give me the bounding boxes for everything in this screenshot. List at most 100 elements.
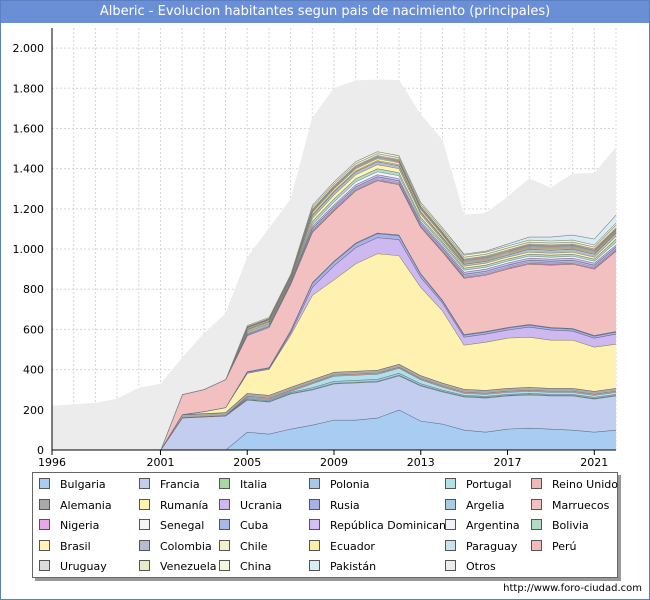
legend-item: Senegal (139, 516, 204, 536)
legend-label: Nigeria (60, 519, 100, 532)
y-tick-label: 1.600 (13, 122, 45, 135)
legend-label: Rumanía (160, 498, 209, 512)
legend-item: Perú (531, 537, 577, 557)
legend-item: Portugal (445, 475, 512, 495)
legend-label: Pakistán (330, 560, 377, 573)
x-tick-label: 2013 (407, 456, 435, 469)
y-tick-label: 600 (23, 323, 44, 336)
legend-swatch (309, 498, 320, 510)
x-tick-label: 2005 (233, 456, 261, 469)
legend-swatch (219, 539, 230, 551)
legend-swatch (39, 478, 50, 489)
legend-swatch (39, 498, 50, 510)
footer-url: http://www.foro-ciudad.com (503, 583, 642, 594)
legend-swatch (445, 519, 456, 530)
legend-swatch (219, 519, 230, 530)
legend-label: Otros (466, 560, 496, 573)
legend-swatch (445, 498, 456, 510)
chart-legend: Bulgaria Francia Italia Polonia Portugal Rein… (32, 472, 618, 578)
legend-label: China (240, 560, 272, 573)
legend-swatch (445, 478, 456, 489)
legend-swatch (309, 478, 320, 489)
legend-item: Nigeria (39, 516, 99, 536)
y-tick-label: 1.400 (13, 163, 45, 176)
legend-label: Cuba (240, 519, 269, 532)
legend-label: Venezuela (160, 560, 217, 573)
chart-title: Alberic - Evolucion habitantes segun pai… (1, 1, 649, 23)
legend-label: Portugal (466, 478, 512, 491)
legend-item: Brasil (39, 537, 91, 557)
legend-swatch (531, 498, 542, 510)
legend-label: Ecuador (330, 539, 375, 553)
legend-item: República Dominicana (309, 516, 453, 536)
legend-label: Ucrania (240, 498, 283, 512)
legend-swatch (39, 560, 50, 571)
area-series-11 (52, 180, 616, 450)
legend-item: Bulgaria (39, 475, 106, 495)
y-tick-label: 1.000 (13, 243, 45, 256)
legend-item: Marruecos (531, 496, 609, 516)
legend-item: Uruguay (39, 557, 107, 577)
legend-swatch (531, 478, 542, 489)
legend-item: Argelia (445, 496, 504, 516)
legend-swatch (139, 498, 150, 510)
legend-swatch (531, 519, 542, 530)
area-series-28 (52, 79, 616, 450)
legend-item: Chile (219, 537, 268, 557)
x-tick-label: 2021 (580, 456, 608, 469)
legend-label: Senegal (160, 519, 205, 532)
legend-label: Reino Unido (552, 478, 618, 491)
legend-item: Colombia (139, 537, 212, 557)
legend-label: Uruguay (60, 560, 107, 573)
legend-label: Italia (240, 478, 268, 491)
legend-swatch (445, 560, 456, 571)
legend-label: Brasil (60, 539, 91, 553)
legend-label: Perú (552, 539, 577, 553)
legend-swatch (39, 539, 50, 551)
legend-item: Venezuela (139, 557, 217, 577)
legend-item: Rusia (309, 496, 360, 516)
legend-swatch (309, 519, 320, 530)
y-tick-label: 1.800 (13, 82, 45, 95)
legend-swatch (139, 478, 150, 489)
y-tick-label: 800 (23, 283, 44, 296)
legend-item: China (219, 557, 271, 577)
legend-swatch (139, 539, 150, 551)
legend-item: Polonia (309, 475, 370, 495)
legend-label: Polonia (330, 478, 370, 491)
legend-label: Bulgaria (60, 478, 106, 491)
legend-item: Francia (139, 475, 200, 495)
legend-label: Paraguay (466, 539, 518, 553)
legend-swatch (309, 560, 320, 571)
legend-item: Rumanía (139, 496, 208, 516)
x-tick-label: 2017 (494, 456, 522, 469)
y-tick-label: 1.200 (13, 203, 45, 216)
x-tick-label: 1996 (38, 456, 66, 469)
legend-item: Alemania (39, 496, 112, 516)
y-tick-label: 0 (37, 444, 44, 457)
area-series-1 (52, 375, 616, 450)
y-tick-label: 2.000 (13, 42, 45, 55)
legend-swatch (445, 539, 456, 551)
legend-swatch (531, 539, 542, 551)
legend-label: Alemania (60, 498, 112, 512)
legend-swatch (219, 498, 230, 510)
legend-label: Marruecos (552, 498, 610, 512)
legend-label: Rusia (330, 498, 360, 512)
legend-item: Pakistán (309, 557, 376, 577)
legend-label: Colombia (160, 539, 212, 553)
area-series-0 (52, 409, 616, 450)
legend-label: Argentina (466, 519, 520, 532)
y-tick-label: 400 (23, 364, 44, 377)
x-tick-label: 2001 (146, 456, 174, 469)
legend-swatch (139, 519, 150, 530)
legend-label: República Dominicana (330, 519, 453, 532)
legend-label: Bolivia (552, 519, 589, 532)
area-series-7 (52, 253, 616, 450)
legend-swatch (39, 519, 50, 530)
legend-item: Otros (445, 557, 496, 577)
legend-item: Paraguay (445, 537, 517, 557)
legend-label: Chile (240, 539, 268, 553)
legend-item: Reino Unido (531, 475, 618, 495)
